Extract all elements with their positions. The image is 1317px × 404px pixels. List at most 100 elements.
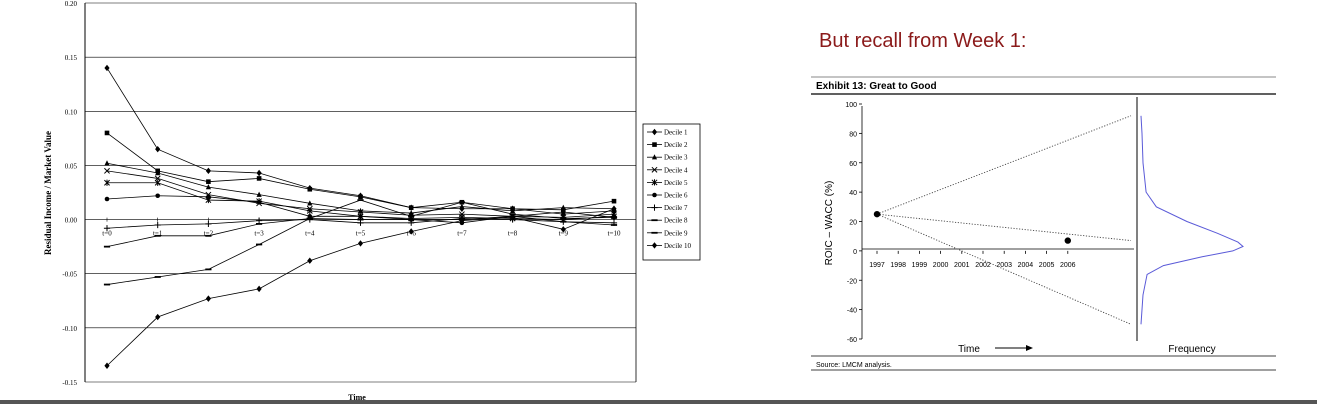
legend-marker [651, 242, 658, 249]
data-point [206, 194, 211, 200]
legend-label: Decile 8 [664, 217, 688, 225]
series-line [106, 162, 615, 214]
y-tick-label: 0.00 [65, 217, 78, 225]
exhibit-x-ticks: 1997 1998 1999 2000 2001 2002 2003 2004 2005 2006 [869, 250, 1076, 269]
data-point [560, 226, 566, 233]
data-point [510, 207, 516, 214]
data-point [307, 186, 313, 192]
data-point [104, 167, 110, 174]
series-decile-10 [104, 205, 617, 369]
data-point [561, 209, 566, 215]
legend-label: Decile 9 [664, 229, 688, 237]
data-point [205, 167, 211, 175]
data-point [256, 285, 262, 293]
x-tick-label: 2006 [1060, 262, 1076, 269]
exhibit-source: Source: LMCM analysis. [816, 362, 892, 369]
data-point [307, 257, 313, 264]
y-axis-label: Residual Income / Market Value [43, 131, 53, 255]
data-point [358, 214, 363, 219]
data-point [408, 228, 414, 235]
y-tick-label: 20 [849, 220, 857, 227]
x-tick-label: t=1 [153, 230, 163, 238]
series-decile-3 [104, 160, 617, 216]
legend-marker [651, 128, 658, 136]
y-tick-label: 40 [849, 190, 857, 197]
data-point [155, 193, 160, 199]
data-point [873, 210, 881, 218]
data-point [307, 200, 313, 206]
y-tick-label: -0.05 [62, 271, 77, 279]
data-point [103, 225, 111, 232]
x-tick-label: 2005 [1039, 262, 1055, 269]
legend-marker [651, 179, 658, 186]
exhibit-time-label: Time [958, 344, 980, 355]
time-arrow-head [1026, 345, 1033, 351]
y-tick-label: 0.20 [65, 0, 78, 8]
data-point [357, 240, 364, 247]
time-arrow [995, 345, 1033, 351]
exhibit-title: Exhibit 13: Great to Good [816, 81, 937, 92]
data-point [408, 205, 414, 210]
legend-item: Decile 2 [647, 141, 688, 149]
data-point [611, 198, 617, 204]
x-tick-label: 2003 [996, 262, 1012, 269]
legend-marker [651, 166, 658, 173]
legend-item: Decile 3 [647, 154, 688, 162]
data-point [459, 217, 465, 224]
projection-line [876, 115, 1132, 215]
frequency-label: Frequency [1168, 344, 1215, 355]
legend-item: Decile 5 [647, 179, 688, 187]
data-point [357, 209, 364, 215]
projection-line [876, 213, 1132, 242]
legend-label: Decile 5 [664, 179, 688, 187]
grid-lines [85, 2, 636, 383]
legend-item: Decile 7 [647, 204, 688, 212]
legend-marker [652, 192, 657, 198]
legend-label: Decile 4 [664, 166, 688, 174]
data-point [611, 205, 617, 212]
legend-label: Decile 3 [664, 154, 688, 162]
x-tick-label: t=3 [254, 230, 264, 238]
data-point [256, 169, 262, 177]
legend-item: Decile 1 [647, 129, 688, 137]
y-tick-label: 100 [845, 102, 857, 109]
legend: Decile 1 Decile 2 Decile 3 Decile 4 Decile 5… [642, 123, 701, 261]
x-tick-label: 1999 [912, 262, 928, 269]
x-tick-label: 1997 [869, 262, 885, 269]
x-tick-label: t=0 [102, 230, 112, 238]
data-point [256, 191, 262, 197]
y-tick-label: -0.10 [62, 325, 77, 333]
data-point [408, 219, 415, 226]
legend-label: Decile 6 [664, 192, 688, 200]
legend-label: Decile 10 [664, 242, 692, 250]
x-tick-label: t=8 [508, 230, 518, 238]
series-line [106, 67, 615, 215]
series-lines [103, 64, 618, 369]
x-tick-label: 2000 [933, 262, 949, 269]
data-point [256, 217, 263, 224]
legend-marker [651, 204, 658, 211]
data-point [510, 214, 516, 221]
legend-item: Decile 8 [647, 217, 688, 225]
data-point [205, 295, 211, 302]
data-point [155, 145, 161, 153]
x-tick-label: 2002 [975, 262, 991, 269]
x-tick-label: 2004 [1018, 262, 1034, 269]
data-point [256, 176, 262, 181]
recall-heading: But recall from Week 1: [819, 30, 1027, 52]
x-tick-label: t=7 [457, 230, 467, 238]
frequency-curve [1140, 115, 1244, 325]
legend-item: Decile 10 [647, 242, 692, 250]
exhibit-y-label: ROIC – WACC (%) [824, 181, 835, 266]
data-point [155, 313, 161, 321]
series-decile-1 [104, 64, 617, 218]
data-point [154, 221, 161, 229]
y-tick-label: 0.05 [65, 162, 78, 170]
data-point [154, 175, 161, 182]
y-tick-labels: 0.20 0.15 0.10 0.05 0.00 -0.05 -0.10 -0.15 [62, 0, 77, 387]
great-to-good-exhibit: Exhibit 13: Great to Good 100 80 60 40 20 0 -2… [811, 76, 1276, 371]
series-decile-9 [103, 199, 618, 286]
legend-item: Decile 4 [647, 166, 688, 174]
bottom-divider [0, 400, 1317, 404]
exhibit-y-ticks: 100 80 60 40 20 0 -20 -40 -60 [845, 102, 862, 344]
